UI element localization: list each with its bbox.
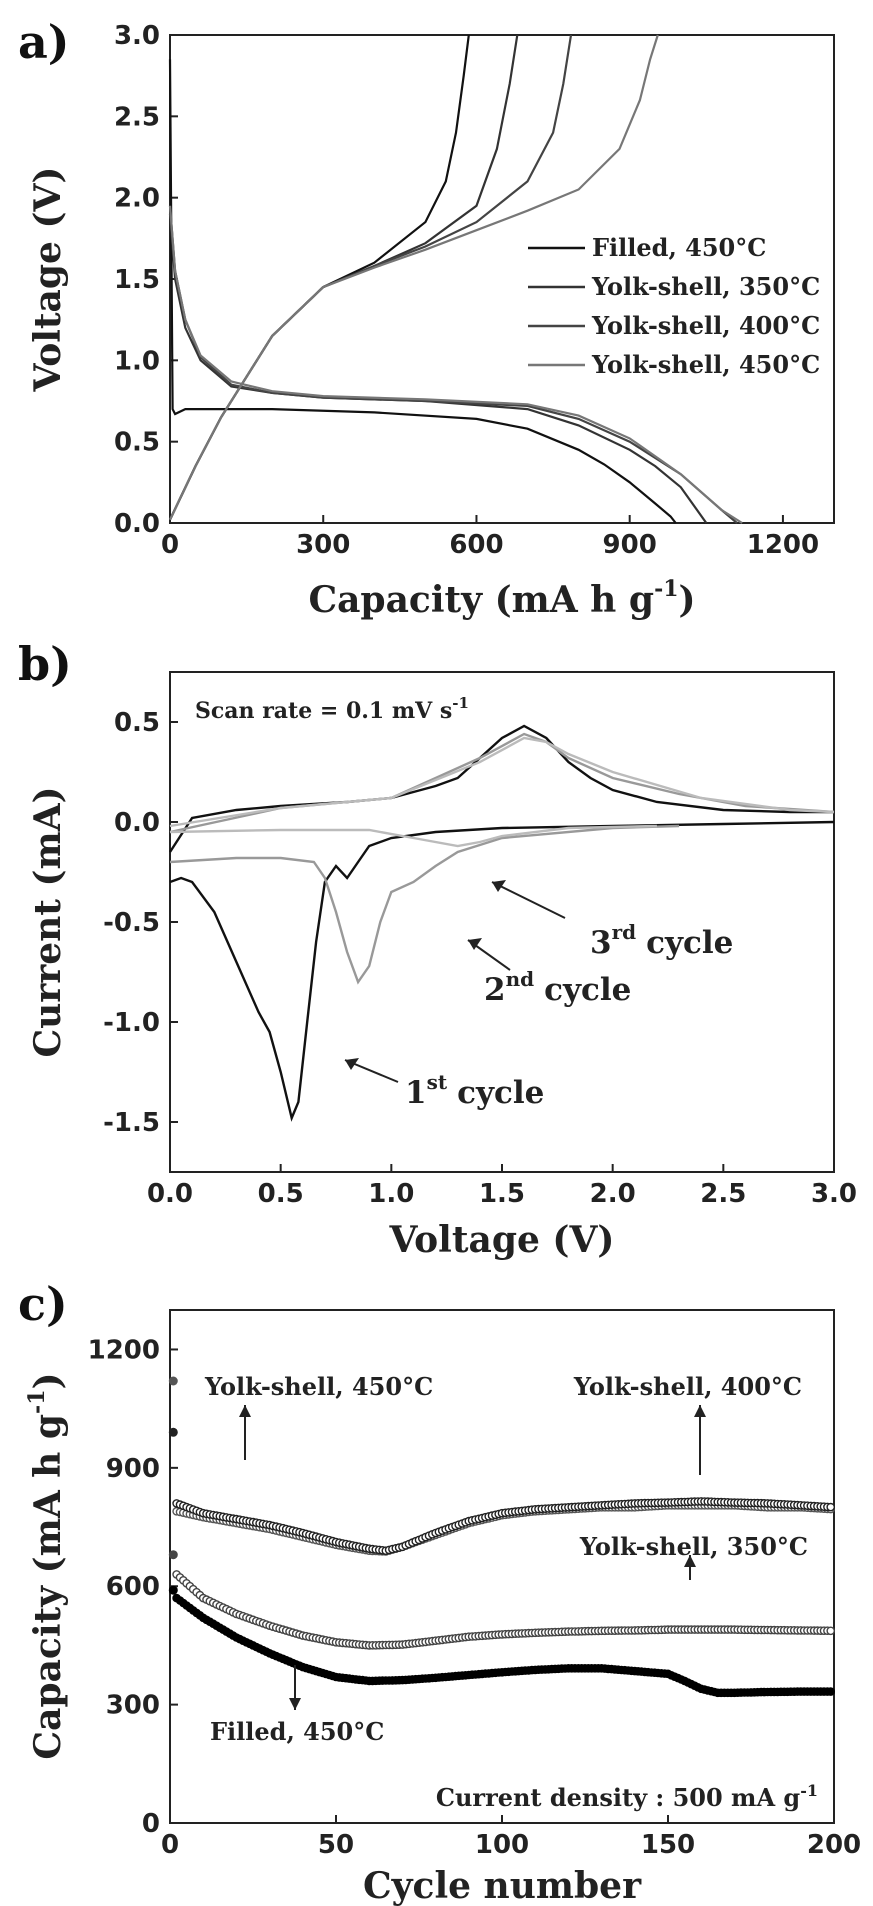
panel-c-xtick-label: 0 (161, 1830, 179, 1860)
panel-a-xtick-label: 600 (449, 530, 503, 560)
scan-rate-annotation: Scan rate = 0.1 mV s-1 (195, 694, 469, 724)
current-density-annotation: Current density : 500 mA g-1 (436, 1781, 818, 1812)
panel-a-ytick-label: 3.0 (114, 21, 160, 51)
panel-b-ylabel: Current (mA) (27, 786, 69, 1057)
panel-c-xtick-label: 50 (318, 1830, 354, 1860)
panel-c-ytick-label: 900 (106, 1454, 160, 1484)
panel-b-letter: b) (18, 637, 72, 691)
cycle-label-0: 1st cycle (405, 1070, 544, 1111)
panel-a-xtick-label: 300 (296, 530, 350, 560)
cycle-arrowhead-1 (468, 938, 482, 950)
legend-entry-2: Yolk-shell, 400°C (591, 311, 820, 340)
series-arrowhead-2 (684, 1555, 696, 1567)
panel-a: a) 0 300 600 900 1200 0.0 0.5 1.0 1.5 2.0 2.5 3.0 F… (18, 15, 835, 621)
panel-b-xlabel: Voltage (V) (389, 1219, 615, 1261)
cv-reduction-1 (169, 824, 680, 985)
series-label-2: Yolk-shell, 350°C (579, 1532, 808, 1561)
panel-c-ticks: 0 50 100 150 200 0 300 600 900 1200 (88, 1335, 862, 1860)
cycle-arrowhead-0 (345, 1058, 359, 1070)
cv-reduction-0 (169, 820, 835, 1122)
panel-a-ylabel: Voltage (V) (27, 167, 69, 393)
panel-c-ytick-label: 300 (106, 1691, 160, 1721)
panel-c-ytick-label: 600 (106, 1572, 160, 1602)
panel-a-legend: Filled, 450°C Yolk-shell, 350°C Yolk-shell… (528, 233, 820, 379)
cv-oxidation-0 (168, 724, 834, 853)
panel-b-xtick-label: 0.0 (147, 1179, 193, 1209)
data-point (826, 1502, 836, 1512)
charge-curve-2 (169, 34, 573, 521)
panel-b: b) 0.0 0.5 1.0 1.5 2.0 2.5 3.0-1.5-1.0-0.50.00… (18, 637, 857, 1261)
panel-b-xtick-label: 3.0 (811, 1179, 857, 1209)
panel-b-ytick-label: -1.0 (103, 1008, 160, 1038)
panel-c: c) 0 50 100 150 200 0 300 600 900 1200 Yolk-shell… (18, 1277, 861, 1906)
data-point (826, 1687, 836, 1696)
discharge-curve-0 (168, 59, 677, 524)
panel-c-ytick-label: 0 (142, 1809, 160, 1839)
cycle-arrowhead-2 (492, 880, 506, 892)
first-cycle-point (168, 1550, 178, 1560)
panel-b-xtick-label: 0.5 (258, 1179, 304, 1209)
panel-a-ytick-label: 0.5 (114, 428, 160, 458)
discharge-curve-3 (168, 205, 743, 524)
charge-curve-0 (169, 34, 470, 521)
panel-a-xtick-label: 900 (603, 530, 657, 560)
panel-c-xtick-label: 100 (475, 1830, 529, 1860)
panel-c-points (168, 1376, 836, 1698)
series-label-1: Yolk-shell, 400°C (573, 1372, 802, 1401)
panel-b-ytick-label: 0.0 (114, 808, 160, 838)
panel-a-ticks: 0 300 600 900 1200 0.0 0.5 1.0 1.5 2.0 2.5 3.0 (114, 21, 819, 560)
legend-entry-1: Yolk-shell, 350°C (591, 272, 820, 301)
panel-b-ticks: 0.0 0.5 1.0 1.5 2.0 2.5 3.0 -1.5 -1.0 -0.5 0.0 0.5 (103, 708, 857, 1209)
panel-a-ytick-label: 2.5 (114, 102, 160, 132)
panel-b-ytick-label: -0.5 (103, 908, 160, 938)
cycle-label-1: 2nd cycle (484, 967, 631, 1008)
first-cycle-point (168, 1427, 178, 1437)
panel-a-ytick-label: 1.5 (114, 265, 160, 295)
legend-entry-0: Filled, 450°C (592, 233, 766, 262)
first-cycle-point (168, 1376, 178, 1386)
panel-a-ytick-label: 2.0 (114, 184, 160, 214)
panel-c-letter: c) (18, 1277, 68, 1331)
cycle-label-2: 3rd cycle (590, 920, 733, 961)
panel-a-letter: a) (18, 15, 70, 69)
series-arrowhead-3 (289, 1698, 301, 1710)
series-arrowhead-1 (694, 1405, 706, 1417)
panel-a-curves (168, 34, 743, 524)
panel-b-xtick-label: 1.0 (368, 1179, 414, 1209)
panel-b-ytick-label: 0.5 (114, 708, 160, 738)
panel-b-curves (168, 724, 835, 1122)
panel-c-labels: Yolk-shell, 450°C Yolk-shell, 400°C Yolk-s… (204, 1372, 808, 1746)
data-point (826, 1626, 836, 1636)
series-label-0: Yolk-shell, 450°C (204, 1372, 433, 1401)
charge-curve-3 (169, 34, 659, 521)
first-cycle-point (168, 1585, 178, 1595)
panel-a-xtick-label: 0 (161, 530, 179, 560)
cv-oxidation-2 (169, 736, 835, 828)
series-label-3: Filled, 450°C (210, 1717, 384, 1746)
cv-reduction-2 (169, 824, 657, 848)
panel-a-xlabel: Capacity (mA h g-1) (308, 576, 695, 621)
panel-c-xlabel: Cycle number (363, 1865, 642, 1906)
panel-c-xtick-label: 150 (641, 1830, 695, 1860)
cycle-arrow-2 (491, 881, 566, 919)
series-arrowhead-0 (239, 1405, 251, 1417)
panel-b-cycle-labels: 1st cycle 2nd cycle 3rd cycle (344, 880, 733, 1111)
panel-c-xtick-label: 200 (807, 1830, 861, 1860)
panel-a-xtick-label: 1200 (747, 530, 819, 560)
panel-b-xtick-label: 1.5 (479, 1179, 525, 1209)
panel-a-ytick-label: 1.0 (114, 346, 160, 376)
panel-c-ytick-label: 1200 (88, 1335, 160, 1365)
panel-b-ytick-label: -1.5 (103, 1108, 160, 1138)
panel-a-ytick-label: 0.0 (114, 509, 160, 539)
panel-b-xtick-label: 2.0 (590, 1179, 636, 1209)
panel-b-xtick-label: 2.5 (700, 1179, 746, 1209)
panel-c-ylabel: Capacity (mA h g-1) (24, 1372, 69, 1759)
legend-entry-3: Yolk-shell, 450°C (591, 350, 820, 379)
